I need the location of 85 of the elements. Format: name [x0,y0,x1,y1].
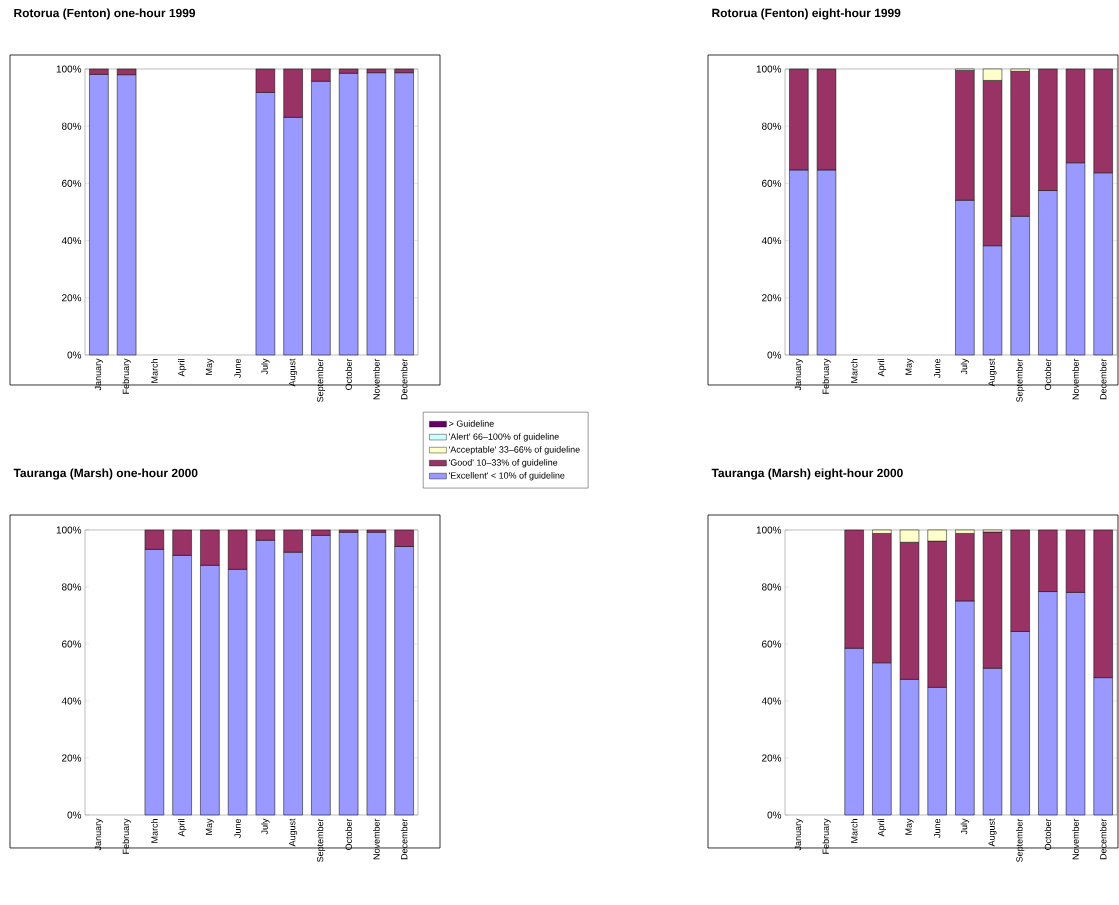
x-tick-label: September [316,358,326,402]
chart-title: Tauranga (Marsh) eight-hour 2000 [711,468,903,480]
x-tick-label: July [960,358,970,375]
y-tick-label: 20% [62,754,82,762]
bar [366,72,387,356]
y-tick-label: 80% [61,583,82,591]
y-tick-label: 20% [762,754,782,762]
x-tick-label: July [261,358,270,375]
x-tick-label: April [177,819,187,837]
x-tick-label: October [345,818,352,850]
x-tick-label: March [850,819,858,843]
x-tick-label: August [988,818,997,847]
legend-label: 'Acceptable' 33–66% of guideline [449,446,580,455]
chart-title: Tauranga (Marsh) one-hour 2000 [13,468,198,480]
x-tick-label: June [234,358,241,378]
x-tick-label: April [177,359,187,377]
x-tick-label: November [1072,358,1079,400]
x-tick-label: February [822,818,831,854]
legend-label: 'Excellent' < 10% of guideline [449,472,565,481]
x-tick-label: June [234,818,241,838]
y-tick-label: 20% [762,294,782,302]
x-tick-label: December [400,358,408,400]
y-tick-label: 100% [56,65,82,73]
legend-label: 'Good' 10–33% of guideline [449,459,558,468]
x-tick-label: October [1044,358,1052,390]
x-tick-label: February [122,818,131,854]
x-tick-label: March [850,359,858,383]
y-tick-label: 0% [67,351,82,359]
x-tick-label: February [122,358,131,394]
x-tick-label: January [794,358,803,391]
x-tick-label: August [289,818,298,847]
y-tick-label: 60% [62,640,82,648]
legend-label: 'Alert' 66–100% of guideline [449,433,559,442]
x-tick-label: July [960,818,970,835]
x-tick-label: November [373,818,380,860]
x-tick-label: August [988,358,997,387]
y-tick-label: 0% [767,351,782,359]
bar [338,532,359,816]
x-tick-label: March [151,819,158,843]
bar [394,72,414,356]
x-tick-label: December [400,818,408,860]
x-tick-label: August [289,358,298,387]
y-tick-label: 0% [67,811,82,819]
x-tick-label: June [934,818,941,838]
chart-title: Rotorua (Fenton) one-hour 1999 [14,8,196,20]
x-tick-label: September [316,818,326,862]
y-tick-label: 100% [756,65,782,73]
y-tick-label: 60% [62,179,82,187]
x-tick-label: October [1044,818,1052,850]
x-tick-label: September [1016,358,1025,402]
x-tick-label: May [205,818,214,835]
x-tick-label: March [151,359,158,383]
y-tick-label: 80% [61,122,82,130]
y-tick-label: 60% [762,179,782,187]
bar [366,532,387,816]
chart-title: Rotorua (Fenton) eight-hour 1999 [712,8,901,20]
x-tick-label: November [1072,818,1079,860]
y-tick-label: 20% [62,294,82,302]
y-tick-label: 60% [762,640,782,648]
x-tick-label: May [905,358,914,375]
x-tick-label: November [373,358,380,400]
x-tick-label: September [1016,818,1025,862]
x-tick-label: April [877,359,887,377]
y-tick-label: 40% [61,697,82,705]
x-tick-label: December [1099,818,1107,860]
legend-label: > Guideline [449,420,494,427]
y-tick-label: 100% [56,526,82,534]
y-tick-label: 40% [61,237,82,245]
x-tick-label: July [261,818,270,835]
y-tick-label: 0% [767,811,782,819]
y-tick-label: 40% [761,237,782,245]
x-tick-label: January [94,358,103,391]
x-tick-label: January [94,818,103,851]
x-tick-label: June [934,358,941,378]
x-tick-label: January [794,818,803,851]
y-tick-label: 100% [756,526,782,534]
y-tick-label: 80% [761,583,782,591]
x-tick-label: May [905,818,914,835]
x-tick-label: February [822,358,831,394]
y-tick-label: 80% [761,122,782,130]
x-tick-label: May [205,358,214,375]
y-tick-label: 40% [761,697,782,705]
x-tick-label: December [1099,358,1107,400]
x-tick-label: April [877,819,887,837]
x-tick-label: October [345,358,352,390]
